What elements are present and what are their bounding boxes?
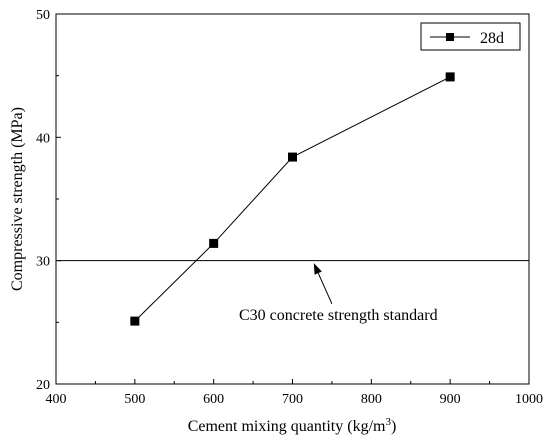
series-line-28d bbox=[134, 76, 451, 322]
data-point bbox=[445, 72, 455, 82]
x-axis-title-tail: ) bbox=[391, 418, 396, 435]
y-tick-label: 20 bbox=[36, 378, 50, 393]
x-tick-label: 800 bbox=[361, 392, 382, 407]
x-tick-label: 1000 bbox=[515, 392, 543, 407]
annotation-text: C30 concrete strength standard bbox=[239, 307, 438, 324]
legend: 28d bbox=[420, 22, 521, 51]
data-point bbox=[209, 238, 219, 248]
series-markers-28d bbox=[130, 72, 455, 326]
x-axis-title-superscript: 3 bbox=[385, 416, 391, 428]
y-tick-label: 40 bbox=[36, 131, 50, 146]
y-axis-ticks: 20 30 40 50 bbox=[36, 8, 61, 393]
x-axis-title-main: Cement mixing quantity (kg/m bbox=[188, 418, 386, 435]
x-axis-title: Cement mixing quantity (kg/m3) bbox=[188, 416, 397, 435]
annotation-arrowhead bbox=[313, 263, 322, 275]
data-point bbox=[130, 316, 140, 326]
x-tick-label: 900 bbox=[440, 392, 461, 407]
y-tick-label: 30 bbox=[36, 255, 50, 270]
annotation-arrow bbox=[317, 272, 333, 305]
y-tick-label: 50 bbox=[36, 8, 50, 23]
x-tick-label: 700 bbox=[282, 392, 303, 407]
plot-frame bbox=[55, 13, 530, 385]
x-tick-label: 500 bbox=[124, 392, 145, 407]
x-tick-label: 400 bbox=[46, 392, 67, 407]
legend-label: 28d bbox=[480, 30, 504, 47]
x-axis-ticks: 400 500 600 700 800 900 1000 bbox=[46, 379, 543, 407]
y-axis-title: Compressive strength (MPa) bbox=[9, 107, 26, 291]
legend-marker bbox=[446, 33, 454, 41]
data-point bbox=[288, 152, 297, 162]
x-tick-label: 600 bbox=[203, 392, 224, 407]
